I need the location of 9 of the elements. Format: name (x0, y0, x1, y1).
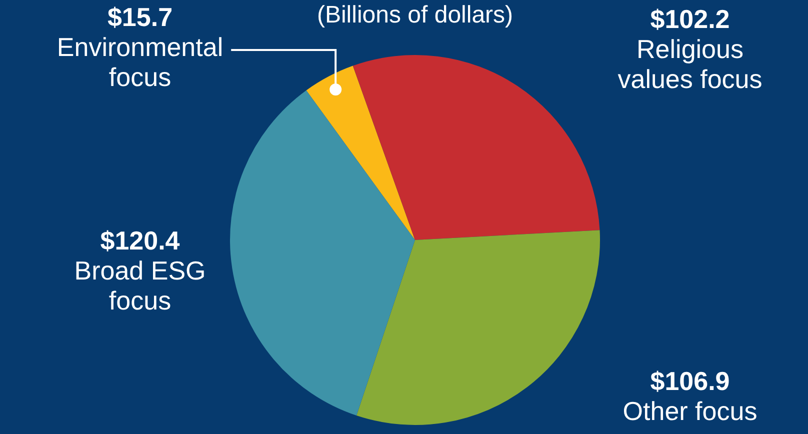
chart-title: (Billions of dollars) (316, 2, 514, 29)
data-label: $102.2 (650, 4, 730, 34)
slice-label: Environmental focus (56, 32, 224, 92)
data-label: $120.4 (100, 226, 180, 256)
slice-label: Religious values focus (618, 34, 762, 94)
slice-label: Broad ESG focus (74, 256, 206, 316)
slice-label: Other focus (622, 396, 758, 426)
data-label: $106.9 (650, 366, 730, 396)
data-label: $15.7 (107, 2, 173, 32)
